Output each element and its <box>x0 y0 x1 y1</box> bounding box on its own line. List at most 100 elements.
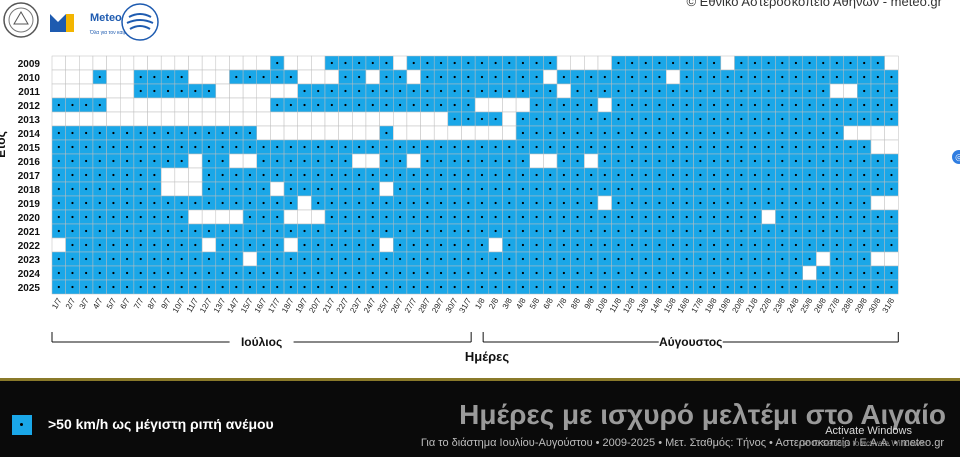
cell-dot <box>371 229 374 233</box>
day-tick-label: 4/7 <box>91 296 105 311</box>
cell-dot <box>358 229 361 233</box>
cell-dot <box>740 187 743 191</box>
cell-dot <box>480 201 484 205</box>
cell-dot <box>781 229 784 233</box>
cell-dot <box>317 229 320 233</box>
cell-dot <box>125 243 129 247</box>
heatmap-cell <box>174 55 189 71</box>
heatmap-cell <box>174 97 189 113</box>
cell-dot <box>631 271 634 275</box>
cell-dot <box>207 145 211 149</box>
cell-dot <box>153 257 156 261</box>
cell-dot <box>740 145 743 149</box>
cell-dot <box>344 187 347 191</box>
cell-dot <box>330 257 333 261</box>
cell-dot <box>467 285 470 289</box>
heatmap-cell <box>188 97 203 113</box>
cell-dot <box>631 187 634 191</box>
cell-dot <box>835 117 838 121</box>
heatmap-cell <box>488 97 503 113</box>
cell-dot <box>344 201 347 205</box>
cell-dot <box>712 117 716 121</box>
heatmap-cell <box>188 209 203 225</box>
cell-dot <box>317 187 320 191</box>
cell-dot <box>398 187 402 191</box>
cell-dot <box>590 75 593 79</box>
cell-dot <box>726 145 729 149</box>
heatmap-cell <box>406 69 421 85</box>
cell-dot <box>699 257 702 261</box>
cell-dot <box>822 285 825 289</box>
heatmap-cell <box>720 55 735 71</box>
cell-dot <box>890 229 893 233</box>
cell-dot <box>194 285 197 289</box>
cell-dot <box>562 117 565 121</box>
cell-dot <box>412 229 415 233</box>
heatmap-cell <box>215 83 230 99</box>
heatmap-cell <box>174 181 189 197</box>
edge-scroll-icon[interactable]: ◎ <box>952 150 960 164</box>
heatmap-cell <box>160 55 176 71</box>
cell-dot <box>631 173 634 177</box>
cell-dot <box>631 145 634 149</box>
day-tick-label: 18/7 <box>280 296 296 314</box>
cell-dot <box>822 187 825 191</box>
day-tick-label: 24/8 <box>785 296 801 314</box>
cell-dot <box>658 187 661 191</box>
cell-dot <box>248 285 252 289</box>
cell-dot <box>98 145 101 149</box>
cell-dot <box>617 117 620 121</box>
cell-dot <box>849 159 852 163</box>
cell-dot <box>671 215 675 219</box>
cell-dot <box>439 173 443 177</box>
cell-dot <box>658 159 661 163</box>
cell-dot <box>781 145 784 149</box>
cell-dot <box>98 103 101 107</box>
cell-dot <box>371 173 374 177</box>
cell-dot <box>194 243 197 247</box>
cell-dot <box>494 117 497 121</box>
heatmap-cell <box>229 55 244 71</box>
cell-dot <box>180 89 183 93</box>
cell-dot <box>590 89 593 93</box>
cell-dot <box>699 61 702 65</box>
cell-dot <box>358 145 361 149</box>
cell-dot <box>644 201 647 205</box>
cell-dot <box>303 173 306 177</box>
cell-dot <box>863 159 866 163</box>
cell-dot <box>549 131 552 135</box>
cell-dot <box>221 257 224 261</box>
cell-dot <box>603 89 606 93</box>
cell-dot <box>385 89 388 93</box>
cell-dot <box>276 173 279 177</box>
cell-dot <box>398 145 402 149</box>
cell-dot <box>453 285 456 289</box>
chart-title: Ημέρες με ισχυρό μελτέμι στο Αιγαίο <box>459 399 946 430</box>
cell-dot <box>480 117 484 121</box>
heatmap-cell <box>870 125 885 141</box>
cell-dot <box>644 117 647 121</box>
cell-dot <box>590 201 593 205</box>
cell-dot <box>494 187 497 191</box>
cell-dot <box>508 61 511 65</box>
cell-dot <box>671 285 675 289</box>
heatmap-cell <box>884 195 899 211</box>
cell-dot <box>385 145 388 149</box>
cell-dot <box>671 159 675 163</box>
heatmap-cell <box>92 83 107 99</box>
cell-dot <box>248 271 252 275</box>
cell-dot <box>617 257 620 261</box>
heatmap-cell <box>106 97 121 113</box>
cell-dot <box>590 271 593 275</box>
cell-dot <box>549 89 552 93</box>
day-tick-label: 29/8 <box>853 296 869 314</box>
cell-dot <box>794 173 798 177</box>
cell-dot <box>590 243 593 247</box>
day-tick-label: 25/8 <box>799 296 815 314</box>
cell-dot <box>849 187 852 191</box>
cell-dot <box>344 243 347 247</box>
cell-dot <box>180 285 183 289</box>
cell-dot <box>835 131 838 135</box>
cell-dot <box>467 159 470 163</box>
cell-dot <box>699 243 702 247</box>
